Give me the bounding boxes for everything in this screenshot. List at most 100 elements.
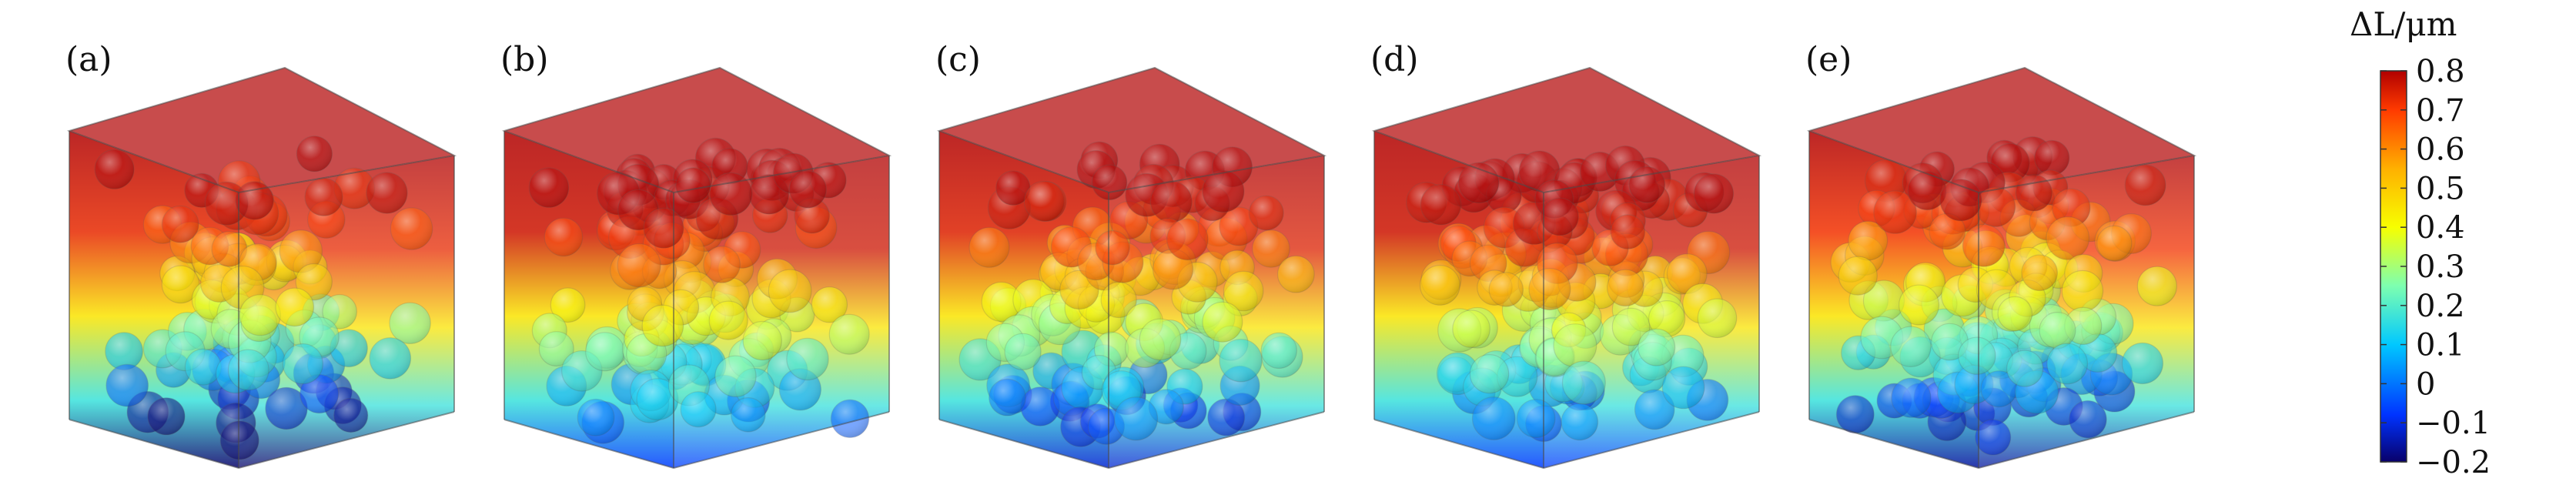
colorbar-title: ΔL/μm (2350, 5, 2457, 43)
particle-highlight (529, 168, 569, 208)
particle-highlight (105, 332, 143, 370)
particle-highlight (1931, 323, 1969, 360)
colorbar-tick-label: 0.6 (2416, 132, 2465, 168)
particle-highlight (2122, 343, 2163, 384)
particles (958, 141, 1315, 447)
particle-highlight (1634, 390, 1674, 430)
colorbar-tick-label: −0.2 (2416, 445, 2491, 480)
particle-highlight (2052, 189, 2090, 227)
particle-highlight (185, 349, 222, 386)
particle-highlight (714, 356, 757, 397)
particle-highlight (1472, 396, 1516, 440)
particle-highlight (1249, 196, 1284, 230)
particle-highlight (276, 288, 314, 326)
particle-highlight (1562, 361, 1606, 404)
particle-highlight (544, 218, 583, 256)
particle-highlight (1529, 268, 1571, 310)
particle-highlight (1470, 354, 1509, 393)
panel-4: (d) (1370, 40, 1762, 470)
particle-highlight (969, 227, 1009, 268)
particle-highlight (1005, 333, 1042, 370)
colorbar-tick-label: 0.5 (2416, 171, 2465, 206)
particle-highlight (539, 331, 574, 366)
particle-highlight (1095, 230, 1130, 265)
particle-highlight (1975, 420, 2011, 455)
particle-highlight (1908, 171, 1947, 210)
particle-highlight (1139, 319, 1181, 360)
particle-highlight (1420, 265, 1460, 306)
particle-highlight (709, 301, 748, 340)
particle-highlight (1420, 184, 1461, 225)
particle-highlight (1101, 282, 1137, 318)
particle-highlight (305, 178, 343, 216)
particle-highlight (1958, 337, 1996, 375)
particle-highlight (1975, 187, 2016, 227)
colorbar-tick-label: 0.2 (2416, 289, 2465, 324)
particle-highlight (1149, 389, 1184, 424)
particle-highlight (2046, 216, 2089, 260)
panel-1: (a) (65, 40, 457, 470)
particle-highlight (1607, 269, 1644, 306)
particle-highlight (1150, 181, 1193, 222)
cube-edges (501, 66, 892, 470)
particle-highlight (1219, 207, 1258, 246)
particle-highlight (1207, 399, 1245, 436)
particle-highlight (1698, 299, 1737, 338)
particle-highlight (299, 374, 339, 413)
particle-highlight (370, 337, 411, 380)
panel-label: (e) (1805, 40, 1852, 79)
particle-highlight (105, 364, 149, 406)
particle-highlight (1561, 403, 1598, 440)
particles (94, 135, 433, 460)
particle-highlight (1890, 326, 1932, 367)
cube-edges (1371, 66, 1762, 470)
particle-highlight (1252, 229, 1290, 268)
particle-highlight (577, 399, 614, 436)
cube-top-face (69, 68, 454, 192)
particle-highlight (675, 168, 711, 203)
particle-highlight (1203, 302, 1243, 343)
particle-highlight (731, 397, 765, 432)
particle-highlight (829, 314, 870, 355)
particle-highlight (681, 391, 716, 427)
particle-highlight (995, 171, 1031, 206)
particle-highlight (703, 246, 741, 283)
particle-highlight (1203, 170, 1244, 212)
colorbar-tick-label: −0.1 (2416, 406, 2491, 441)
particle-highlight (296, 135, 333, 172)
particle-highlight (811, 286, 848, 323)
particle-highlight (389, 303, 431, 344)
particle-highlight (283, 343, 323, 384)
particle-highlight (1452, 310, 1490, 348)
particle-highlight (1662, 366, 1705, 409)
particle-highlight (1517, 399, 1555, 438)
particle-highlight (1836, 395, 1875, 433)
particle-highlight (989, 379, 1026, 416)
particle-highlight (220, 420, 259, 460)
particle-highlight (296, 263, 333, 300)
panel-3: (c) (935, 40, 1327, 470)
particle-highlight (1998, 296, 2032, 331)
panels-group: (a) (b) (c) (d) (e) (65, 40, 2197, 470)
particle-highlight (617, 243, 661, 287)
particle-highlight (2069, 400, 2107, 438)
particle-highlight (1489, 273, 1524, 307)
cube-edges (936, 66, 1327, 470)
particle-highlight (1261, 333, 1297, 369)
cube-top-face (1809, 68, 2194, 192)
particle-highlight (1612, 308, 1650, 346)
particle-highlight (768, 269, 811, 313)
particle-highlight (2022, 255, 2058, 291)
panel-5: (e) (1805, 40, 2197, 470)
particle-highlight (1020, 386, 1060, 426)
particle-highlight (550, 288, 585, 323)
particle-highlight (1648, 300, 1685, 337)
particle-highlight (95, 149, 135, 189)
colorbar-tick-label: 0.7 (2416, 93, 2465, 129)
particle-highlight (644, 208, 684, 249)
cube-top-face (1374, 68, 1759, 192)
panel-2: (b) (500, 40, 892, 470)
particle-highlight (982, 282, 1022, 322)
particle-highlight (2034, 140, 2069, 176)
cube-edges (66, 66, 457, 470)
